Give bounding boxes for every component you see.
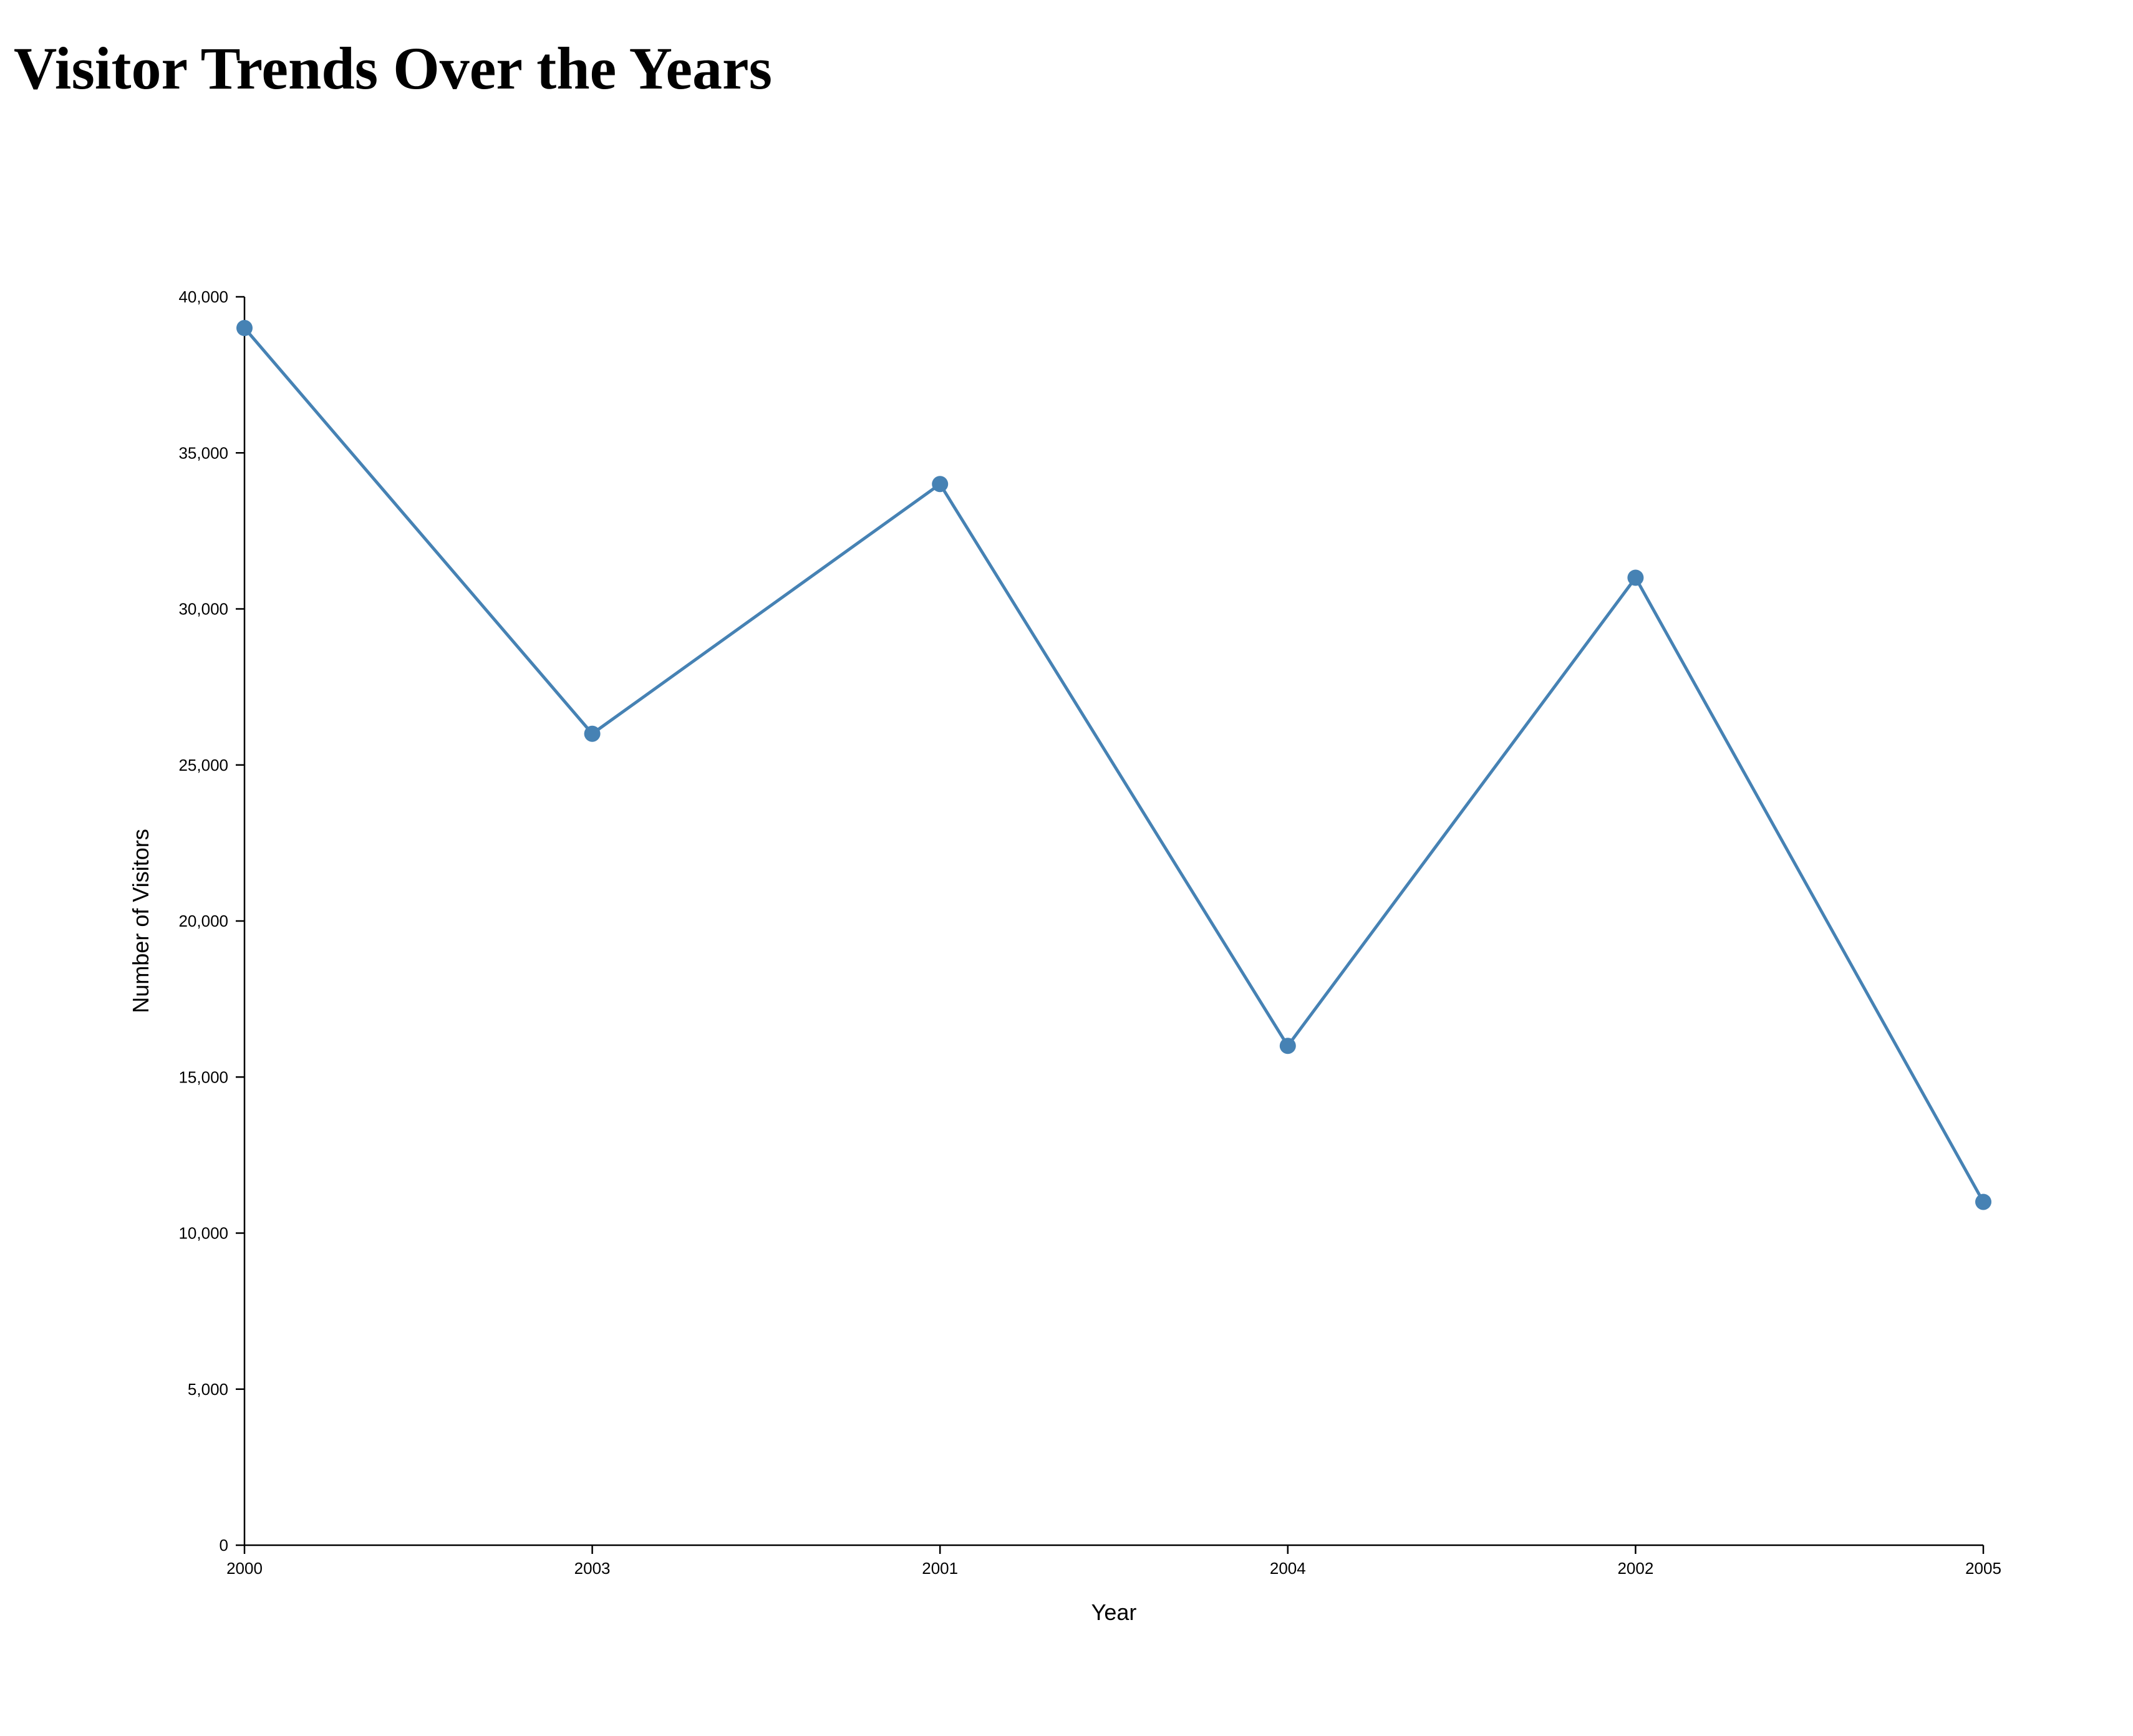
series-line <box>243 327 1985 1203</box>
x-tick-label: 2004 <box>1270 1559 1306 1578</box>
y-tick-label: 35,000 <box>178 443 228 462</box>
data-point <box>1627 569 1644 586</box>
data-point <box>1975 1194 1991 1210</box>
y-tick-label: 20,000 <box>178 912 228 930</box>
x-tick-label: 2003 <box>574 1559 611 1578</box>
y-tick-label: 15,000 <box>178 1068 228 1086</box>
data-point <box>1279 1038 1296 1054</box>
x-axis: 2000 2003 2001 2004 2002 2005 <box>226 1544 2001 1578</box>
plot-area <box>236 320 1991 1210</box>
x-tick-label: 2005 <box>1965 1559 2001 1578</box>
x-tick-label: 2001 <box>922 1559 958 1578</box>
y-tick-label: 40,000 <box>178 287 228 306</box>
y-axis-title: Number of Visitors <box>128 829 153 1013</box>
x-tick-label: 2002 <box>1617 1559 1653 1578</box>
y-tick-label: 10,000 <box>178 1224 228 1243</box>
x-axis-title: Year <box>1091 1599 1137 1625</box>
data-point <box>236 320 253 337</box>
y-tick-label: 0 <box>220 1536 228 1555</box>
y-tick-label: 25,000 <box>178 756 228 774</box>
data-point <box>932 476 949 493</box>
y-axis: 0 5,000 10,000 15,000 20,000 25,000 30,000 35,0… <box>178 287 246 1555</box>
page-title: Visitor Trends Over the Years <box>14 35 772 102</box>
y-tick-label: 30,000 <box>178 600 228 619</box>
data-point <box>584 725 601 742</box>
x-tick-label: 2000 <box>226 1559 263 1578</box>
y-tick-label: 5,000 <box>188 1380 228 1399</box>
